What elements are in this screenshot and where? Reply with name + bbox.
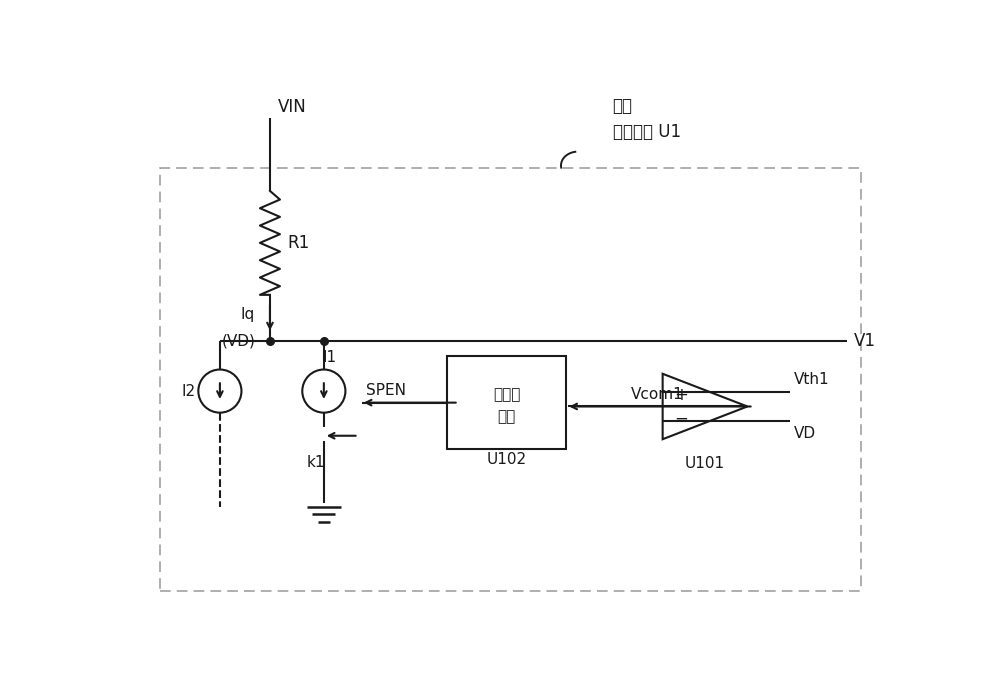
Text: 脉冲发: 脉冲发 (493, 388, 520, 403)
Bar (447, 357, 566, 449)
Text: VIN: VIN (278, 98, 306, 116)
Text: I2: I2 (181, 383, 196, 399)
Bar (160, 168, 861, 591)
Text: −: − (674, 410, 688, 427)
Text: 产生电路 U1: 产生电路 U1 (613, 123, 681, 141)
Text: VD: VD (794, 425, 816, 440)
Text: U101: U101 (685, 456, 725, 471)
Text: R1: R1 (287, 234, 309, 252)
Text: U102: U102 (487, 452, 527, 467)
Text: Vcom1: Vcom1 (631, 387, 683, 402)
Text: Vth1: Vth1 (794, 372, 829, 388)
Text: (VD): (VD) (222, 333, 256, 348)
Text: 电压: 电压 (613, 97, 633, 115)
Text: I1: I1 (322, 350, 336, 365)
Text: k1: k1 (307, 456, 325, 470)
Text: 生器: 生器 (498, 409, 516, 424)
Text: SPEN: SPEN (366, 383, 406, 398)
Text: +: + (674, 386, 688, 403)
Text: V1: V1 (854, 332, 876, 350)
Text: Iq: Iq (241, 307, 255, 322)
